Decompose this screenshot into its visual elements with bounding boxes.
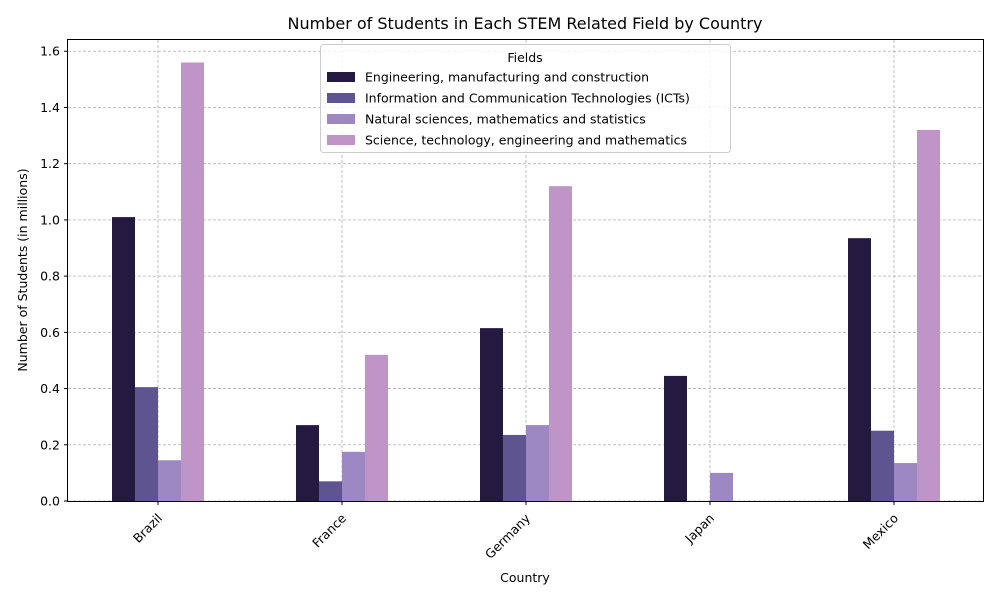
y-tick-label: 0.4 [40,381,60,396]
y-tick-label: 1.6 [40,44,60,59]
bar [664,375,687,501]
bar [894,463,917,501]
bar [112,217,135,501]
legend-swatch [327,135,355,145]
bar [503,434,526,501]
bar [158,460,181,501]
bar [319,481,342,501]
bar [848,238,871,502]
bar [549,186,572,502]
bar [917,129,940,501]
bar [135,387,158,501]
y-tick-label: 1.4 [40,100,60,115]
legend-swatch [327,114,355,124]
bar [526,425,549,501]
x-tick-label: Brazil [130,511,165,546]
y-tick-label: 1.2 [40,156,60,171]
x-tick-label: Germany [482,510,534,562]
legend-swatch [327,93,355,103]
chart-title: Number of Students in Each STEM Related … [288,14,763,33]
y-tick-label: 0.8 [40,269,60,284]
x-tick-label: France [309,510,349,550]
x-tick-label: Mexico [860,511,901,552]
bar [181,62,204,502]
legend-swatch [327,72,355,82]
legend-label: Science, technology, engineering and mat… [365,133,687,148]
bar [365,354,388,501]
legend-items: Engineering, manufacturing and construct… [327,70,690,148]
bar [710,472,733,501]
legend-box [320,44,731,153]
y-axis-label: Number of Students (in millions) [15,168,30,371]
bars-layer [112,62,940,502]
legend-title: Fields [507,50,542,65]
legend-label: Engineering, manufacturing and construct… [365,70,649,85]
y-tick-label: 0.0 [40,494,60,509]
legend-label: Information and Communication Technologi… [365,91,690,106]
bar [342,451,365,501]
legend-label: Natural sciences, mathematics and statis… [365,112,646,127]
bar [871,430,894,501]
y-tick-label: 1.0 [40,212,60,227]
x-tick-label: Japan [681,511,717,547]
x-axis-label: Country [500,570,550,585]
bar [296,425,319,501]
y-tick-label: 0.2 [40,437,60,452]
legend: Fields Engineering, manufacturing and co… [320,44,731,153]
y-tick-label: 0.6 [40,325,60,340]
bar [480,328,503,501]
